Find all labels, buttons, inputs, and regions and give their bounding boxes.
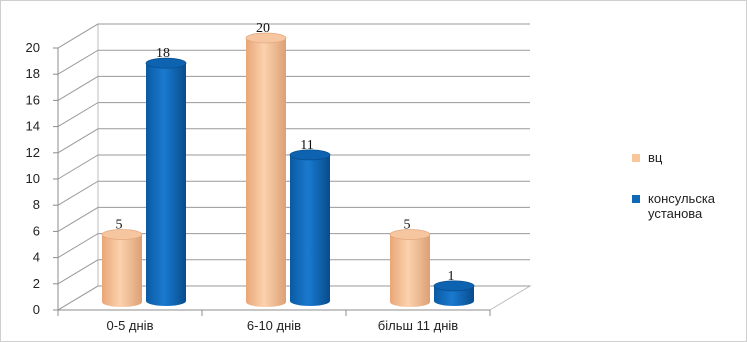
gridline [57,259,530,285]
gridline [57,75,530,101]
gridline [57,206,530,232]
y-tick-label: 12 [26,145,40,160]
y-tick-label: 20 [26,40,40,55]
data-label: 18 [156,46,170,61]
bar-top [145,57,187,69]
y-tick-label: 16 [26,92,40,107]
x-tick-label: 0-5 днів [107,318,154,333]
y-tick-label: 10 [26,171,40,186]
bar [389,229,431,307]
legend-label-vc: вц [648,150,663,165]
bar [101,229,143,307]
bar-top [389,229,431,240]
bar-body [146,63,186,307]
gridline [57,154,530,180]
data-label: 20 [256,21,270,36]
bar-body [102,234,142,307]
legend-item-consular: консульска установа [632,191,742,221]
y-tick-label: 18 [26,66,40,81]
bar-body [434,285,474,306]
x-tick-label: більш 11 днів [378,318,458,333]
data-label: 5 [116,218,123,233]
gridline [57,233,530,259]
gridline [57,285,530,311]
bar [433,280,475,306]
bar-top [433,280,475,292]
data-label: 11 [300,138,313,153]
y-tick-label: 2 [33,276,40,291]
bar [245,32,287,307]
data-label: 5 [404,218,411,233]
gridline [57,102,530,128]
bar-body [246,38,286,307]
bar [145,57,187,307]
bar-body [390,234,430,307]
y-tick-label: 6 [33,223,40,238]
legend-item-vc: вц [632,150,742,165]
legend-label-consular: консульска установа [648,191,716,221]
legend-swatch-consular [632,195,640,203]
gridline [57,128,530,154]
bar-body [290,154,330,306]
x-tick-label: 6-10 днів [247,318,301,333]
bar-top [101,229,143,240]
y-tick-label: 4 [33,250,40,265]
y-tick-label: 14 [26,119,40,134]
bar [289,149,331,306]
y-tick-label: 8 [33,197,40,212]
legend-swatch-vc [632,154,640,162]
bar-top [245,32,287,44]
legend: вц консульска установа [632,150,742,247]
gridline [57,23,530,49]
data-label: 1 [448,269,455,284]
gridline [57,180,530,206]
gridline [57,49,530,75]
bar-top [289,149,331,161]
y-tick-label: 0 [33,302,40,317]
